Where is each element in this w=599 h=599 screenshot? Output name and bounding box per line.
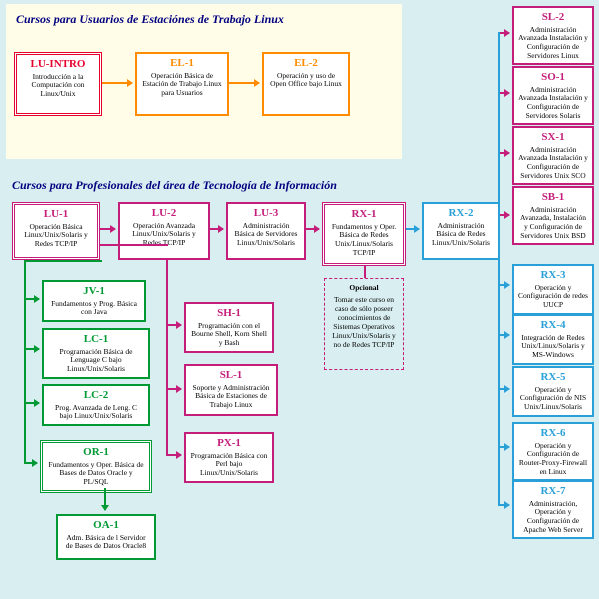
box-desc: Prog. Avanzada de Leng. C bajo Linux/Uni… bbox=[48, 404, 144, 421]
course-box-sb1: SB-1 Administración Avanzada, Instalación… bbox=[512, 186, 594, 245]
course-box-rx2: RX-2 Administración Básica de Redes Linux… bbox=[422, 202, 500, 260]
box-desc: Operación y uso de Open Office bajo Linu… bbox=[268, 72, 344, 89]
box-desc: Adm. Básica de l Servidor de Bases de Da… bbox=[62, 534, 150, 551]
course-box-so1: SO-1 Administración Avanzada Instalación … bbox=[512, 66, 594, 125]
box-title: RX-7 bbox=[518, 485, 588, 498]
box-title: SB-1 bbox=[518, 191, 588, 204]
box-desc: Operación y Configuración de Router-Prox… bbox=[518, 442, 588, 477]
course-box-lc1: LC-1 Programación Básica de Lenguage C ba… bbox=[42, 328, 150, 379]
box-title: SL-2 bbox=[518, 11, 588, 24]
course-box-jv1: JV-1 Fundamentos y Prog. Básica con Java bbox=[42, 280, 146, 322]
connector-4 bbox=[498, 32, 500, 506]
section1-title: Cursos para Usuarios de Estaciónes de Tr… bbox=[16, 12, 396, 27]
box-desc: Programación con el Bourne Shell, Korn S… bbox=[190, 322, 268, 348]
box-title: SH-1 bbox=[190, 307, 268, 320]
box-title: SL-1 bbox=[190, 369, 272, 382]
box-title: LU-1 bbox=[19, 208, 93, 221]
arrow-h-2 bbox=[100, 228, 115, 230]
box-desc: Programación Básica con Perl bajo Linux/… bbox=[190, 452, 268, 478]
arrow-h-6 bbox=[24, 298, 39, 300]
box-desc: Fundamentos y Prog. Básica con Java bbox=[48, 300, 140, 317]
connector-3 bbox=[24, 260, 102, 262]
course-box-sh1: SH-1 Programación con el Bourne Shell, Ko… bbox=[184, 302, 274, 353]
box-title: RX-1 bbox=[329, 208, 399, 221]
box-title: RX-2 bbox=[428, 207, 494, 220]
course-box-px1: PX-1 Programación Básica con Perl bajo Li… bbox=[184, 432, 274, 483]
arrow-h-8 bbox=[24, 402, 39, 404]
course-box-rx4: RX-4 Integración de Redes Unix/Linux/Sola… bbox=[512, 314, 594, 365]
box-desc: Fundamentos y Oper. Básica de Bases de D… bbox=[47, 461, 145, 487]
box-desc: Operación y Configuración de redes UUCP bbox=[518, 284, 588, 310]
box-title: OA-1 bbox=[62, 519, 150, 532]
arrow-h-7 bbox=[24, 348, 39, 350]
box-desc: Integración de Redes Unix/Linux/Solaris … bbox=[518, 334, 588, 360]
arrow-h-11 bbox=[166, 388, 181, 390]
optional-title: Opcional bbox=[329, 283, 399, 292]
course-box-lu2: LU-2Operación Avanzada Linux/Unix/Solari… bbox=[118, 202, 210, 260]
box-desc: Administración Básica de Servidores Linu… bbox=[232, 222, 300, 248]
course-box-sx1: SX-1 Administración Avanzada Instalación … bbox=[512, 126, 594, 185]
box-title: RX-5 bbox=[518, 371, 588, 384]
box-desc: Administración, Operación y Configuració… bbox=[518, 500, 588, 535]
course-box-lu_intro: LU-INTRO Introducción a la Computación co… bbox=[14, 52, 102, 116]
box-title: JV-1 bbox=[48, 285, 140, 298]
box-desc: Introducción a la Computación con Linux/… bbox=[21, 73, 95, 99]
arrow-h-0 bbox=[102, 82, 132, 84]
arrow-h-1 bbox=[229, 82, 259, 84]
course-box-sl1: SL-1 Soporte y Administración Básica de E… bbox=[184, 364, 278, 416]
box-desc: Fundamentos y Oper. Básica de Redes Unix… bbox=[329, 223, 399, 258]
box-desc: Programación Básica de Lenguage C bajo L… bbox=[48, 348, 144, 374]
optional-desc: Tomar este curso en caso de sólo poseer … bbox=[329, 295, 399, 349]
arrow-h-12 bbox=[166, 454, 181, 456]
arrow-h-5 bbox=[406, 228, 419, 230]
section2-title: Cursos para Profesionales del área de Te… bbox=[12, 178, 337, 193]
box-title: LC-2 bbox=[48, 389, 144, 402]
course-box-el2: EL-2 Operación y uso de Open Office bajo … bbox=[262, 52, 350, 116]
box-desc: Administración Avanzada Instalación y Co… bbox=[518, 26, 588, 61]
box-title: LC-1 bbox=[48, 333, 144, 346]
connector-2 bbox=[100, 244, 168, 246]
course-box-rx3: RX-3 Operación y Configuración de redes U… bbox=[512, 264, 594, 315]
course-box-rx1: RX-1 Fundamentos y Oper. Básica de Redes … bbox=[322, 202, 406, 266]
box-desc: Operación Básica de Estación de Trabajo … bbox=[141, 72, 223, 98]
box-title: SO-1 bbox=[518, 71, 588, 84]
box-desc: Soporte y Administración Básica de Estac… bbox=[190, 384, 272, 410]
box-title: RX-4 bbox=[518, 319, 588, 332]
arrow-h-4 bbox=[306, 228, 319, 230]
course-box-lu3: LU-3 Administración Básica de Servidores … bbox=[226, 202, 306, 260]
box-title: RX-3 bbox=[518, 269, 588, 282]
box-desc: Administración Avanzada Instalación y Co… bbox=[518, 146, 588, 181]
course-box-oa1: OA-1 Adm. Básica de l Servidor de Bases d… bbox=[56, 514, 156, 560]
course-box-lu1: LU-1 Operación Básica Linux/Unix/Solaris … bbox=[12, 202, 100, 260]
box-title: LU-INTRO bbox=[21, 58, 95, 71]
course-box-rx6: RX-6 Operación y Configuración de Router-… bbox=[512, 422, 594, 481]
course-box-el1: EL-1 Operación Básica de Estación de Trab… bbox=[135, 52, 229, 116]
connector-5 bbox=[364, 266, 366, 278]
box-title: RX-6 bbox=[518, 427, 588, 440]
box-title: EL-1 bbox=[141, 57, 223, 70]
box-desc: Administración Avanzada, Instalación y C… bbox=[518, 206, 588, 241]
box-title: SX-1 bbox=[518, 131, 588, 144]
arrow-h-10 bbox=[166, 324, 181, 326]
connector-1 bbox=[166, 260, 168, 456]
course-box-sl2: SL-2 Administración Avanzada Instalación … bbox=[512, 6, 594, 65]
box-title: PX-1 bbox=[190, 437, 268, 450]
course-box-or1: OR-1 Fundamentos y Oper. Básica de Bases … bbox=[40, 440, 152, 493]
box-title: OR-1 bbox=[47, 446, 145, 459]
optional-note: Opcional Tomar este curso en caso de sól… bbox=[324, 278, 404, 370]
course-box-lc2: LC-2 Prog. Avanzada de Leng. C bajo Linux… bbox=[42, 384, 150, 426]
box-desc: Administración Básica de Redes Linux/Uni… bbox=[428, 222, 494, 248]
box-desc: Administración Avanzada Instalación y Co… bbox=[518, 86, 588, 121]
box-desc: Operación y Configuración de NIS Unix/Li… bbox=[518, 386, 588, 412]
box-title: EL-2 bbox=[268, 57, 344, 70]
box-desc: Operación Básica Linux/Unix/Solaris y Re… bbox=[19, 223, 93, 249]
course-box-rx7: RX-7 Administración, Operación y Configur… bbox=[512, 480, 594, 539]
arrow-h-3 bbox=[210, 228, 223, 230]
connector-0 bbox=[24, 260, 26, 464]
box-title: LU-3 bbox=[232, 207, 300, 220]
box-title: LU-2 bbox=[124, 207, 204, 220]
arrow-v-0 bbox=[104, 488, 106, 510]
course-box-rx5: RX-5 Operación y Configuración de NIS Uni… bbox=[512, 366, 594, 417]
